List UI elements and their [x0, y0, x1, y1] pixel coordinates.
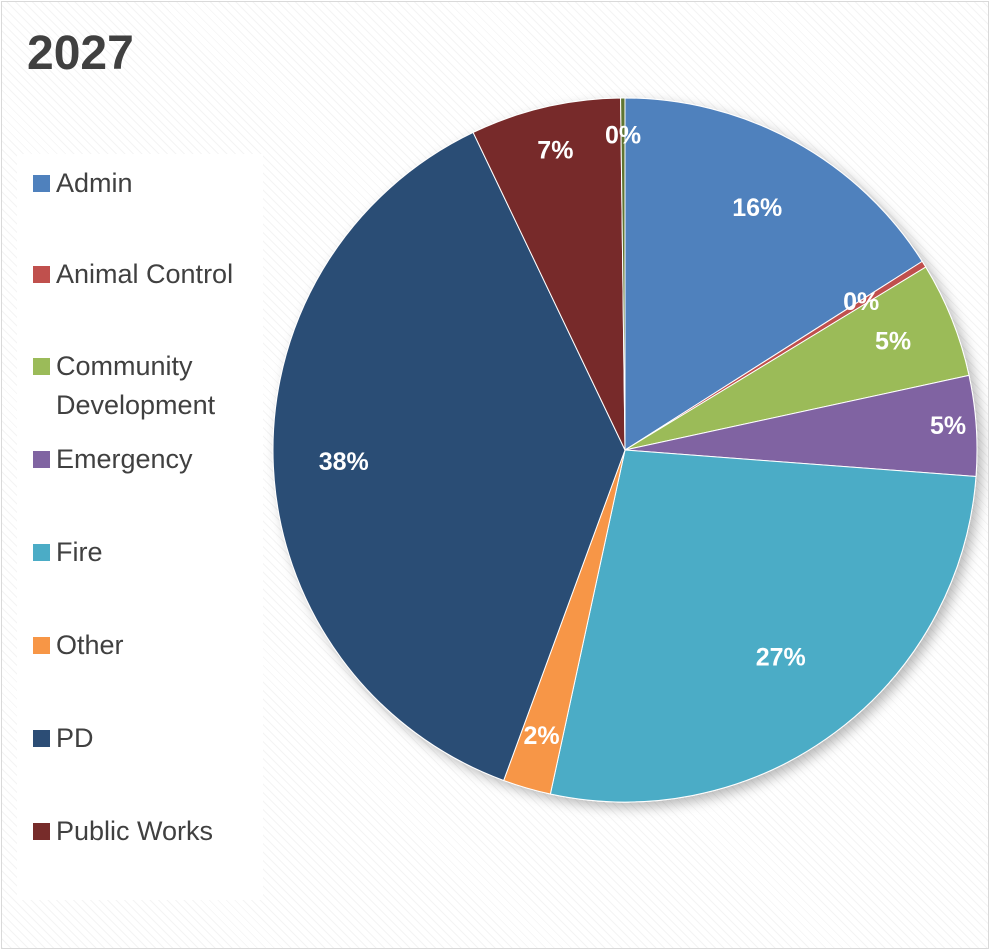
legend-swatch: [33, 730, 50, 747]
pie-slice-unlabeled-8: [620, 97, 626, 451]
legend-swatch: [33, 823, 50, 840]
legend-swatch: [33, 358, 50, 375]
data-label-unlabeled-8: 0%: [605, 121, 641, 149]
legend-swatch: [33, 544, 50, 561]
legend-item-emergency: Emergency: [33, 440, 256, 479]
pie-slice-admin: [624, 97, 923, 451]
legend-swatch: [33, 451, 50, 468]
legend-label: Fire: [56, 537, 103, 567]
legend-label: Community Development: [56, 351, 216, 420]
legend-item-pd: PD: [33, 719, 256, 758]
data-label-community-development: 5%: [875, 328, 911, 356]
data-label-fire: 27%: [756, 643, 806, 671]
legend-label: PD: [56, 723, 94, 753]
pie-slices: [272, 97, 978, 803]
data-label-pd: 38%: [319, 448, 369, 476]
legend-item-admin: Admin: [33, 164, 256, 203]
legend-swatch: [33, 266, 50, 283]
legend-label: Public Works: [56, 816, 214, 846]
legend-label: Animal Control: [56, 259, 234, 289]
pie-data-labels: 16% 0% 5% 5% 27% 2% 38% 7% 0%: [319, 121, 966, 750]
legend: Admin Animal Control Community Development…: [17, 154, 263, 900]
legend-item-other: Other: [33, 626, 256, 665]
pie-slice-fire: [549, 449, 977, 803]
legend-label: Admin: [56, 168, 133, 198]
pie-slice-public-works: [472, 97, 626, 451]
legend-item-animal-control: Animal Control: [33, 255, 256, 294]
data-label-admin: 16%: [732, 194, 782, 222]
legend-item-fire: Fire: [33, 533, 256, 572]
pie-slice-pd: [272, 131, 626, 782]
data-label-other: 2%: [523, 722, 559, 750]
data-label-public-works: 7%: [537, 136, 573, 164]
legend-item-community-development: Community Development: [33, 347, 256, 425]
data-label-animal-control: 0%: [843, 288, 879, 316]
data-label-emergency: 5%: [930, 412, 966, 440]
legend-label: Emergency: [56, 444, 193, 474]
legend-swatch: [33, 637, 50, 654]
legend-label: Other: [56, 630, 124, 660]
legend-swatch: [33, 175, 50, 192]
chart-title: 2027: [27, 27, 134, 80]
legend-item-public-works: Public Works: [33, 812, 256, 851]
